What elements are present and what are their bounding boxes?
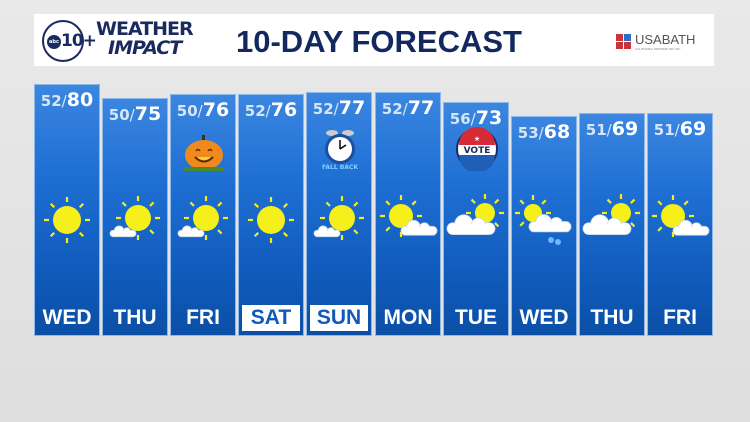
day-label: TUE xyxy=(455,306,497,329)
day-label: FRI xyxy=(663,306,697,329)
temperatures: 51/69 xyxy=(585,118,639,140)
day-label: MON xyxy=(383,306,433,329)
mostly-cloudy-icon xyxy=(446,194,504,236)
day-tile: 52/77 FALL BACK SUN xyxy=(306,92,372,336)
low-temp: 52 xyxy=(244,102,266,120)
day-label: WED xyxy=(42,306,92,329)
day-tile: 51/69 THU xyxy=(579,113,645,336)
showers-icon xyxy=(515,195,572,245)
pumpkin-icon xyxy=(171,129,237,175)
high-temp: 76 xyxy=(270,99,298,121)
partly-cloudy-icon xyxy=(177,196,228,240)
day-label: FRI xyxy=(186,306,220,329)
low-temp: 50 xyxy=(108,106,130,124)
sponsor-logo: USABATH CALIFORNIA REMODELING INC xyxy=(616,32,695,51)
sun-cloud-right-icon xyxy=(380,195,438,237)
low-temp: 52 xyxy=(381,100,403,118)
sponsor-squares-icon xyxy=(616,34,631,49)
low-temp: 52 xyxy=(40,92,62,110)
partly-cloudy-icon xyxy=(109,196,160,240)
alarm-clock-icon: FALL BACK xyxy=(307,127,373,173)
temperatures: 51/69 xyxy=(653,118,707,140)
svg-text:VOTE: VOTE xyxy=(464,146,491,156)
low-temp: 51 xyxy=(585,121,607,139)
day-tile: 50/76 FRI xyxy=(170,94,236,336)
low-temp: 51 xyxy=(653,121,675,139)
vote-button-icon: VOTE ★ xyxy=(444,127,510,173)
partly-cloudy-icon xyxy=(313,196,364,240)
page-title: 10-DAY FORECAST xyxy=(236,24,522,59)
temperatures: 52/80 xyxy=(40,89,94,111)
high-temp: 69 xyxy=(679,118,707,140)
brand-line2: IMPACT xyxy=(108,37,182,59)
high-temp: 69 xyxy=(611,118,639,140)
day-label: WED xyxy=(519,306,569,329)
temperatures: 52/76 xyxy=(244,99,298,121)
high-temp: 76 xyxy=(202,99,230,121)
high-temp: 77 xyxy=(407,97,435,119)
low-temp: 52 xyxy=(312,100,334,118)
abc10-logo: abc 10+ xyxy=(42,20,97,62)
svg-text:FALL BACK: FALL BACK xyxy=(322,164,358,171)
sponsor-subtitle: CALIFORNIA REMODELING INC xyxy=(635,47,681,51)
sunny-icon xyxy=(248,197,294,243)
day-label: SUN xyxy=(310,305,368,331)
svg-text:★: ★ xyxy=(474,135,480,143)
day-tile: 52/80 WED xyxy=(34,84,100,336)
temperatures: 50/76 xyxy=(176,99,230,121)
low-temp: 53 xyxy=(517,124,539,142)
day-label: THU xyxy=(113,306,157,329)
day-tile: 52/77 MON xyxy=(375,92,441,336)
header-banner: abc 10+ WEATHER IMPACT 10-DAY FORECAST US… xyxy=(34,14,714,66)
day-tile: 50/75 THU xyxy=(102,98,168,336)
sunny-icon xyxy=(44,197,90,243)
mostly-cloudy-icon xyxy=(582,194,640,236)
high-temp: 73 xyxy=(475,107,503,129)
weather-impact-logo: WEATHER IMPACT xyxy=(96,18,194,59)
day-tile: 52/76 SAT xyxy=(238,94,304,336)
day-tile: 51/69 FRI xyxy=(647,113,713,336)
low-temp: 50 xyxy=(176,102,198,120)
high-temp: 77 xyxy=(338,97,366,119)
sun-cloud-right-icon xyxy=(652,195,710,237)
day-tile: 53/68 WED xyxy=(511,116,577,336)
temperatures: 56/73 xyxy=(449,107,503,129)
day-label: THU xyxy=(590,306,634,329)
high-temp: 75 xyxy=(134,103,162,125)
temperatures: 53/68 xyxy=(517,121,571,143)
low-temp: 56 xyxy=(449,110,471,128)
high-temp: 68 xyxy=(543,121,571,143)
day-label: SAT xyxy=(242,305,300,331)
temperatures: 50/75 xyxy=(108,103,162,125)
temperatures: 52/77 xyxy=(312,97,366,119)
brand-line1: WEATHER xyxy=(96,18,194,40)
day-tile: 56/73 VOTE ★ TUE xyxy=(443,102,509,336)
temperatures: 52/77 xyxy=(381,97,435,119)
sponsor-name: USABATH xyxy=(635,32,696,47)
high-temp: 80 xyxy=(66,89,94,111)
